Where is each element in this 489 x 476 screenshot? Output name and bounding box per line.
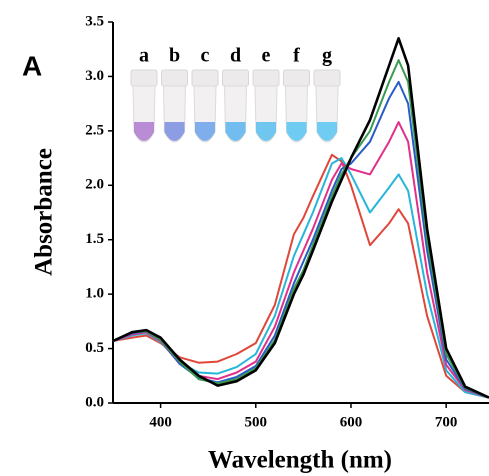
tube-cap: [313, 69, 341, 87]
y-tick-label: 3.5: [85, 13, 104, 29]
y-tick-label: 3.0: [85, 68, 104, 84]
tube-liquid: [134, 122, 154, 141]
x-tick-label: 400: [149, 414, 172, 430]
y-tick-label: 1.5: [85, 231, 104, 247]
tube-liquid: [286, 122, 307, 141]
inset-label: f: [293, 45, 300, 67]
tube-cap: [161, 69, 188, 87]
tube-cap: [283, 69, 310, 87]
spectrum-line: [112, 37, 489, 399]
x-tick-label: 500: [245, 414, 268, 430]
y-tick-label: 1.0: [85, 286, 104, 302]
spectrum-line: [112, 80, 489, 399]
x-tick-label: 700: [435, 414, 458, 430]
y-tick-label: 2.5: [85, 122, 104, 138]
tube-liquid: [195, 122, 215, 141]
y-tick-label: 0.0: [85, 394, 104, 410]
y-axis-label: Absorbance: [31, 148, 58, 276]
tube-liquid: [256, 122, 276, 141]
tube-cap: [191, 69, 219, 87]
tube-liquid: [225, 122, 246, 141]
panel-label: A: [22, 50, 42, 81]
x-axis-label: Wavelength (nm): [208, 447, 392, 474]
inset-label: b: [169, 45, 180, 67]
tube-liquid: [164, 122, 185, 141]
y-tick-label: 0.5: [85, 340, 104, 356]
inset-label: g: [322, 45, 332, 67]
inset-label: a: [139, 45, 149, 67]
tube-cap: [252, 69, 280, 87]
inset-label: e: [262, 45, 271, 67]
inset-label: c: [201, 45, 210, 67]
x-tick-label: 600: [340, 414, 363, 430]
inset-label: d: [230, 45, 241, 67]
tube-cap: [130, 69, 158, 87]
tube-cap: [222, 69, 249, 87]
tube-liquid: [317, 122, 337, 141]
spectrum-line: [112, 59, 489, 399]
y-tick-label: 2.0: [85, 177, 104, 193]
